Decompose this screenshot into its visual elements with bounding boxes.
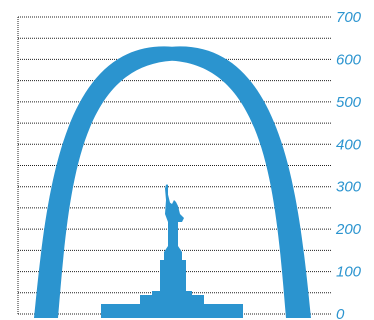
- landmark-shapes: [34, 46, 311, 319]
- y-tick-label: 600: [336, 51, 362, 68]
- y-tick-label: 0: [336, 306, 345, 320]
- y-axis-ticks: 0 100 200 300 400 500 600 700: [335, 9, 362, 320]
- statue-of-liberty-icon: [101, 184, 243, 318]
- y-tick-label: 400: [336, 136, 362, 153]
- y-tick-label: 700: [336, 9, 362, 26]
- y-tick-label: 100: [336, 264, 362, 281]
- statue-figure: [160, 184, 186, 291]
- y-tick-label: 300: [336, 179, 362, 196]
- y-tick-label: 500: [336, 94, 362, 111]
- statue-pedestal: [101, 291, 243, 318]
- y-tick-label: 200: [335, 221, 362, 238]
